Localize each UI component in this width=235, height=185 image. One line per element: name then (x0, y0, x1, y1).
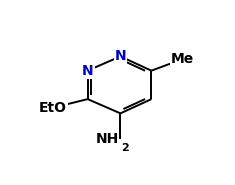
Text: EtO: EtO (39, 101, 67, 115)
Text: 2: 2 (121, 143, 129, 153)
Text: NH: NH (95, 132, 119, 146)
Text: N: N (115, 49, 126, 63)
Text: N: N (82, 64, 94, 78)
Text: Me: Me (171, 52, 194, 66)
